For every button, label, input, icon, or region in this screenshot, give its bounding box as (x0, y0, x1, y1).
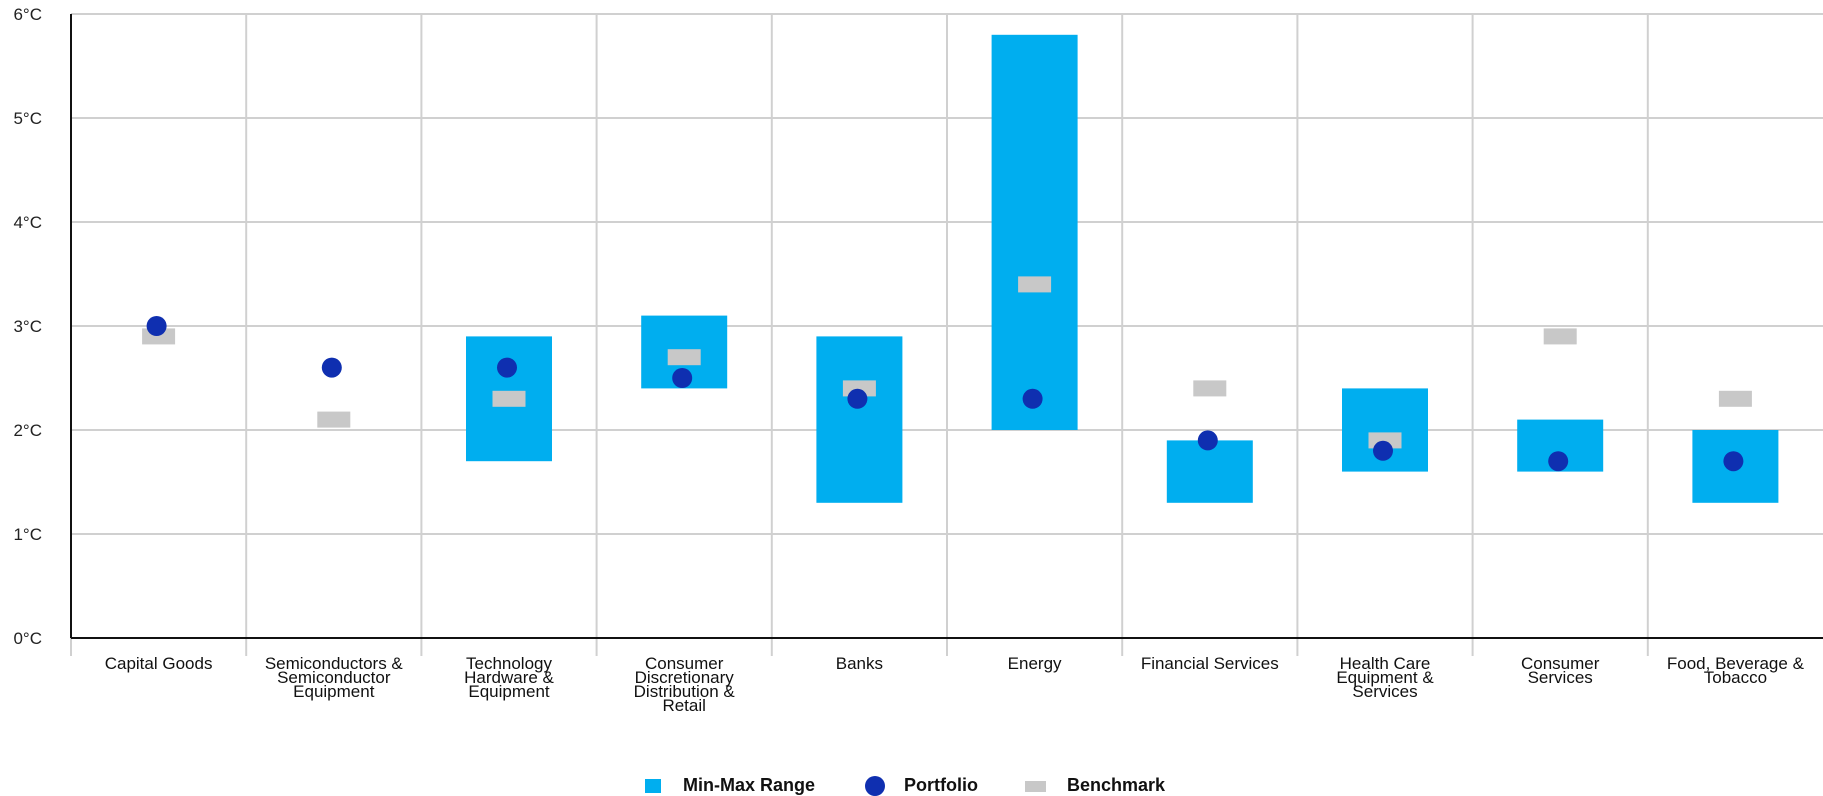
legend-swatch-portfolio (865, 776, 885, 796)
category-label: Financial Services (1141, 654, 1279, 673)
category-label: Technology Hardware & Equipment (464, 654, 554, 701)
range-bar (1166, 440, 1253, 503)
y-tick-label: 6°C (13, 5, 42, 24)
portfolio-dot (497, 357, 517, 378)
benchmark-marker (1018, 276, 1052, 293)
category-label: Food, Beverage & Tobacco (1667, 654, 1805, 687)
y-tick-label: 0°C (13, 629, 42, 648)
portfolio-dots (146, 316, 1744, 472)
category-label: Semiconductors & Semiconductor Equipment (265, 654, 404, 701)
axes: 0°C 1°C 2°C 3°C 4°C 5°C 6°C (13, 5, 1823, 648)
portfolio-dot (1197, 430, 1218, 451)
portfolio-dot (146, 316, 167, 336)
portfolio-dot (672, 368, 693, 388)
portfolio-dot (847, 388, 868, 409)
portfolio-dot (321, 357, 342, 378)
y-tick-label: 2°C (13, 421, 42, 440)
grid (70, 13, 1823, 656)
benchmark-marker (667, 349, 701, 366)
y-tick-label: 5°C (13, 109, 42, 128)
portfolio-dot (1548, 451, 1569, 472)
category-label: Health Care Equipment & Services (1336, 654, 1434, 701)
benchmark-marker (1193, 380, 1227, 397)
legend-swatch-benchmark (1025, 781, 1046, 792)
portfolio-dot (1723, 451, 1744, 472)
benchmark-marker (1543, 328, 1577, 345)
portfolio-dot (1373, 440, 1393, 461)
category-label: Energy (1008, 654, 1062, 673)
y-tick-label: 3°C (13, 317, 42, 336)
category-label: Banks (836, 654, 883, 673)
benchmark-marker (492, 390, 526, 407)
y-tick-label: 1°C (13, 525, 42, 544)
range-bar (816, 336, 903, 503)
portfolio-dot (1022, 388, 1043, 409)
y-tick-label: 4°C (13, 213, 42, 232)
legend-swatch-min-max-range (645, 779, 661, 793)
legend-label-min-max-range: Min-Max Range (683, 775, 815, 795)
legend: Min-Max Range Portfolio Benchmark (645, 775, 1166, 796)
category-label: Consumer Services (1521, 654, 1600, 687)
legend-label-benchmark: Benchmark (1067, 775, 1166, 795)
category-label: Capital Goods (105, 654, 213, 673)
legend-label-portfolio: Portfolio (904, 775, 978, 795)
benchmark-marker (317, 411, 351, 428)
benchmark-marker (1718, 390, 1752, 407)
category-label: Consumer Discretionary Distribution & Retai… (634, 654, 736, 715)
range-bar (991, 34, 1078, 431)
category-labels: Capital Goods Semiconductors & Semiconduct… (105, 654, 1805, 715)
